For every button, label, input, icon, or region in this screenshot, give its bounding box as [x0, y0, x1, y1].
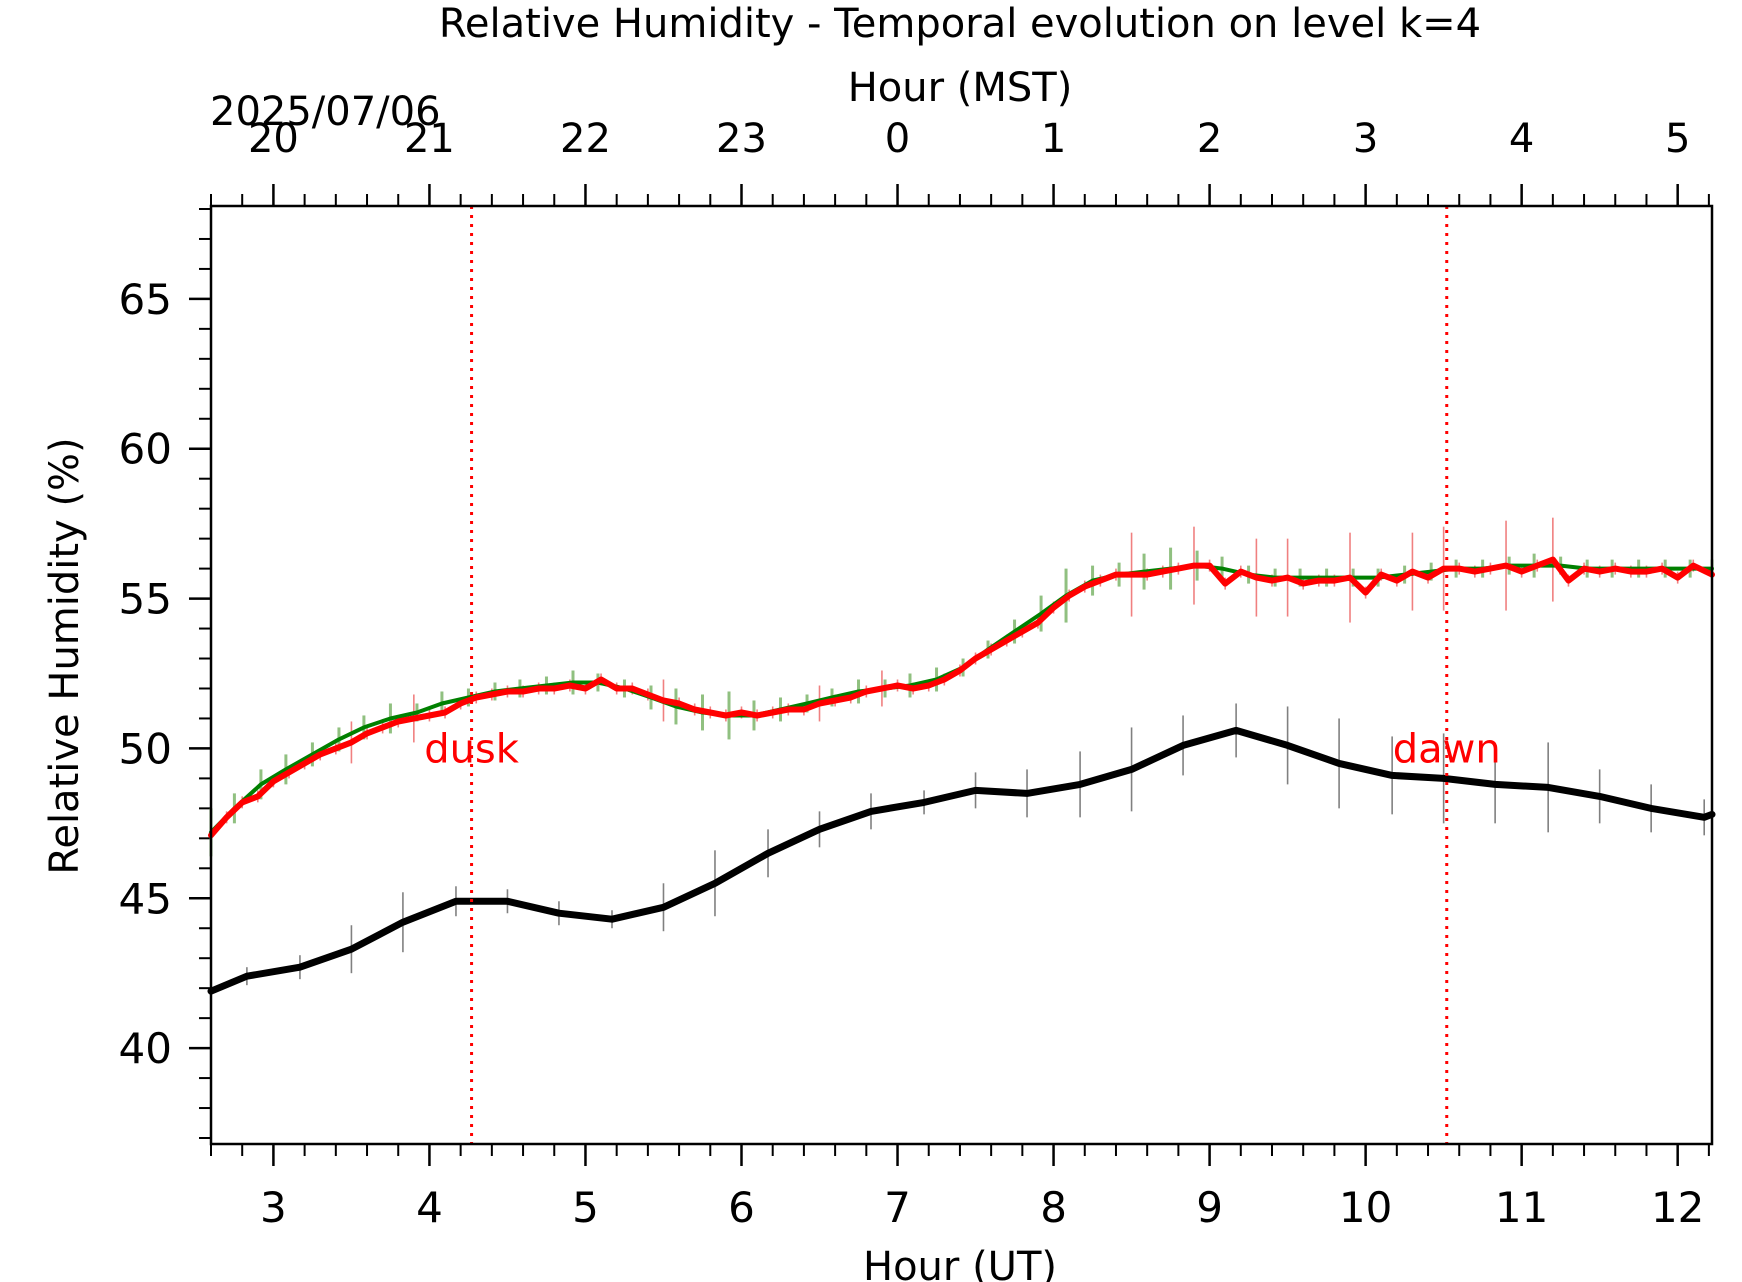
x-axis-label: Hour (UT): [863, 1244, 1057, 1282]
x-tick-label: 9: [1196, 1183, 1223, 1232]
x-tick-label: 10: [1339, 1183, 1392, 1232]
top-tick-label: 20: [248, 116, 299, 162]
annotation-label: dusk: [424, 726, 520, 772]
axis-ticks: [189, 184, 1710, 1166]
series-line: [207, 726, 1716, 995]
annotation-label: dawn: [1393, 726, 1501, 772]
top-tick-label: 22: [560, 116, 611, 162]
x-tick-label: 7: [884, 1183, 911, 1232]
y-axis-label: Relative Humidity (%): [42, 437, 88, 874]
x-tick-label: 11: [1495, 1183, 1548, 1232]
top-tick-label: 1: [1041, 116, 1066, 162]
x-tick-label: 8: [1040, 1183, 1067, 1232]
y-tick-label: 60: [119, 425, 172, 474]
top-tick-label: 3: [1353, 116, 1378, 162]
x-tick-label: 3: [260, 1183, 287, 1232]
x-tick-label: 12: [1651, 1183, 1704, 1232]
top-tick-label: 23: [716, 116, 767, 162]
top-tick-label: 0: [885, 116, 910, 162]
y-tick-label: 40: [119, 1024, 172, 1073]
y-tick-label: 50: [119, 724, 172, 773]
top-axis-label: Hour (MST): [848, 65, 1073, 111]
top-tick-label: 21: [404, 116, 455, 162]
plot-series: [207, 517, 1716, 1001]
x-tick-label: 5: [572, 1183, 599, 1232]
top-tick-label: 5: [1665, 116, 1690, 162]
y-tick-label: 45: [119, 874, 172, 923]
annotations: dusk dawn: [424, 206, 1501, 1144]
chart-title: Relative Humidity - Temporal evolution o…: [439, 1, 1481, 47]
x-tick-label: 4: [416, 1183, 443, 1232]
series-line: [208, 556, 1715, 839]
y-tick-label: 55: [119, 575, 172, 624]
top-tick-label: 4: [1509, 116, 1534, 162]
plot-frame: [209, 204, 1714, 1146]
top-tick-label: 2: [1197, 116, 1222, 162]
date-label: 2025/07/06: [210, 89, 441, 135]
y-tick-label: 65: [119, 275, 172, 324]
x-tick-label: 6: [728, 1183, 755, 1232]
